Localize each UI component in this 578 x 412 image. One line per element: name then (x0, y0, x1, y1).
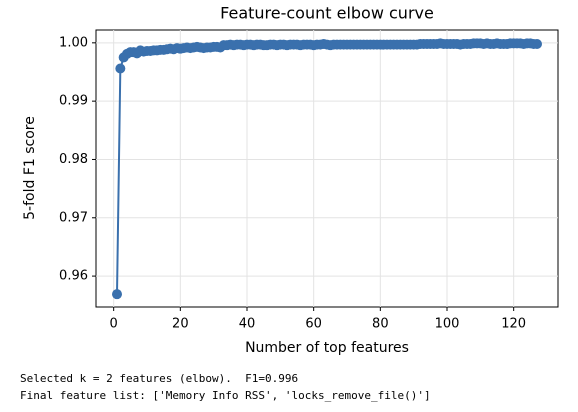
point (115, 63, 126, 74)
x-tick-label: 100 (435, 317, 460, 332)
x-tick-label: 20 (172, 317, 189, 332)
x-axis-label: Number of top features (245, 340, 409, 356)
point (532, 38, 542, 49)
y-tick-label: 0.96 (59, 269, 88, 284)
x-tick-label: 40 (239, 317, 256, 332)
note: Selected k = 2 features (elbow). F1=0.99… (20, 372, 298, 385)
x-tick-label: 120 (501, 317, 526, 332)
y-tick-label: 1.00 (59, 35, 88, 50)
x-tick-label: 80 (372, 317, 389, 332)
note: Final feature list: ['Memory Info RSS', … (20, 389, 431, 402)
y-axis-label: 5-fold F1 score (22, 116, 38, 220)
point (112, 289, 122, 300)
y-tick-label: 0.99 (59, 94, 88, 109)
x-tick-label: 60 (305, 317, 322, 332)
chart-title: Feature-count elbow curve (220, 4, 434, 23)
x-tick-label: 0 (110, 317, 118, 332)
plot-frame (95, 29, 559, 308)
y-tick-label: 0.98 (59, 152, 88, 167)
y-tick-label: 0.97 (59, 210, 88, 225)
